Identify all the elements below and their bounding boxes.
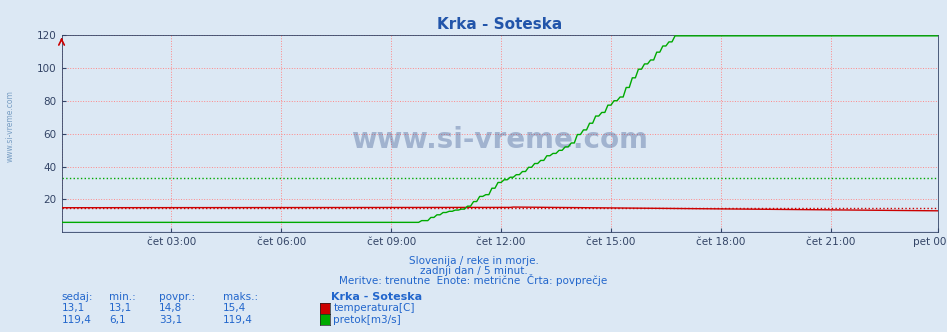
Text: pretok[m3/s]: pretok[m3/s] [333, 315, 402, 325]
Text: temperatura[C]: temperatura[C] [333, 303, 415, 313]
Text: maks.:: maks.: [223, 292, 258, 302]
Text: Meritve: trenutne  Enote: metrične  Črta: povprečje: Meritve: trenutne Enote: metrične Črta: … [339, 274, 608, 286]
Text: www.si-vreme.com: www.si-vreme.com [351, 125, 648, 154]
Text: sedaj:: sedaj: [62, 292, 93, 302]
Text: Krka - Soteska: Krka - Soteska [331, 292, 422, 302]
Text: povpr.:: povpr.: [159, 292, 195, 302]
Title: Krka - Soteska: Krka - Soteska [437, 17, 563, 32]
Text: min.:: min.: [109, 292, 135, 302]
Text: 119,4: 119,4 [62, 315, 92, 325]
Text: 6,1: 6,1 [109, 315, 126, 325]
Text: 15,4: 15,4 [223, 303, 246, 313]
Text: 13,1: 13,1 [62, 303, 85, 313]
Text: Slovenija / reke in morje.: Slovenija / reke in morje. [408, 256, 539, 266]
Text: www.si-vreme.com: www.si-vreme.com [6, 90, 15, 162]
Text: 119,4: 119,4 [223, 315, 253, 325]
Text: 33,1: 33,1 [159, 315, 183, 325]
Text: 13,1: 13,1 [109, 303, 133, 313]
Text: zadnji dan / 5 minut.: zadnji dan / 5 minut. [420, 266, 527, 276]
Text: 14,8: 14,8 [159, 303, 183, 313]
